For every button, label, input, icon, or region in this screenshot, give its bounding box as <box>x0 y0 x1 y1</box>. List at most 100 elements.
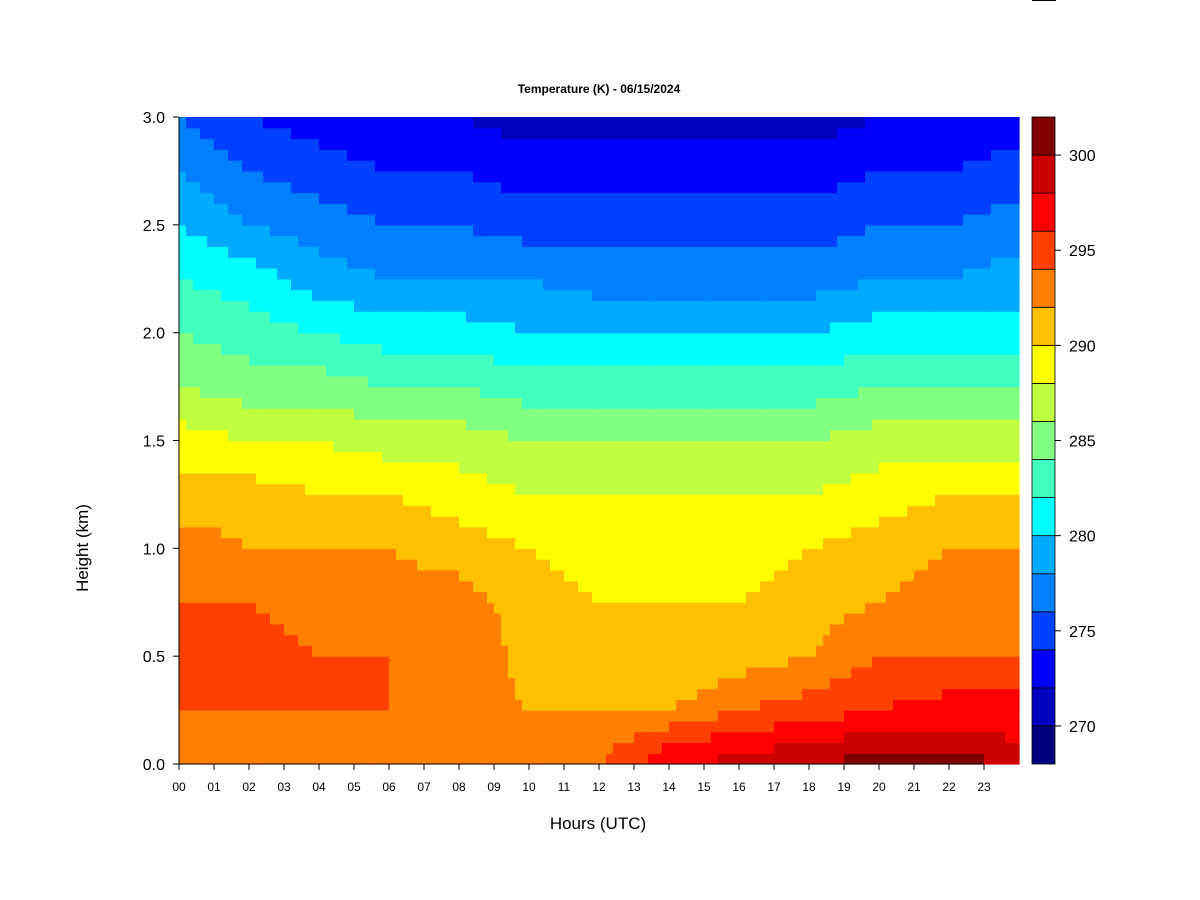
heatmap-cell <box>977 580 985 593</box>
heatmap-cell <box>445 386 453 398</box>
heatmap-cell <box>774 645 782 657</box>
heatmap-cell <box>739 645 747 657</box>
heatmap-cell <box>494 375 502 388</box>
heatmap-cell <box>221 494 229 506</box>
heatmap-cell <box>683 386 691 398</box>
heatmap-cell <box>571 753 579 765</box>
heatmap-cell <box>410 354 418 366</box>
heatmap-cell <box>620 386 628 398</box>
heatmap-cell <box>858 634 866 646</box>
heatmap-cell <box>431 515 439 528</box>
heatmap-cell <box>620 731 628 744</box>
heatmap-cell <box>340 311 348 323</box>
heatmap-cell <box>312 418 320 431</box>
heatmap-cell <box>445 645 453 657</box>
heatmap-cell <box>739 742 747 754</box>
heatmap-cell <box>620 505 628 517</box>
heatmap-cell <box>221 483 229 496</box>
heatmap-cell <box>270 623 278 636</box>
heatmap-cell <box>697 688 705 700</box>
heatmap-cell <box>627 548 635 560</box>
heatmap-cell <box>214 688 222 700</box>
heatmap-cell <box>914 354 922 366</box>
heatmap-cell <box>900 753 908 765</box>
heatmap-cell <box>375 742 383 754</box>
heatmap-cell <box>998 742 1006 754</box>
heatmap-cell <box>620 656 628 668</box>
heatmap-cell <box>760 440 768 452</box>
heatmap-cell <box>802 559 810 571</box>
heatmap-cell <box>704 677 712 690</box>
heatmap-cell <box>326 537 334 549</box>
heatmap-cell <box>375 569 383 582</box>
heatmap-cell <box>872 321 880 334</box>
heatmap-cell <box>221 645 229 657</box>
heatmap-cell <box>718 731 726 744</box>
heatmap-cell <box>207 408 215 420</box>
heatmap-cell <box>844 472 852 485</box>
heatmap-cell <box>550 408 558 420</box>
heatmap-cell <box>592 656 600 668</box>
heatmap-cell <box>627 666 635 679</box>
heatmap-cell <box>382 688 390 700</box>
heatmap-cell <box>613 343 621 355</box>
heatmap-cell <box>424 375 432 388</box>
heatmap-cell <box>571 591 579 603</box>
heatmap-cell <box>725 656 733 668</box>
heatmap-cell <box>935 472 943 485</box>
heatmap-cell <box>410 397 418 409</box>
heatmap-cell <box>256 548 264 560</box>
heatmap-cell <box>585 386 593 398</box>
heatmap-cell <box>704 343 712 355</box>
heatmap-cell <box>214 451 222 463</box>
heatmap-cell <box>879 365 887 377</box>
heatmap-cell <box>361 505 369 517</box>
heatmap-cell <box>746 375 754 388</box>
heatmap-cell <box>333 699 341 711</box>
heatmap-cell <box>431 451 439 463</box>
heatmap-cell <box>963 462 971 474</box>
heatmap-cell <box>739 462 747 474</box>
heatmap-cell <box>697 677 705 690</box>
heatmap-cell <box>536 354 544 366</box>
heatmap-cell <box>641 666 649 679</box>
heatmap-cell <box>340 418 348 431</box>
heatmap-cell <box>536 645 544 657</box>
heatmap-cell <box>648 666 656 679</box>
heatmap-cell <box>718 515 726 528</box>
heatmap-cell <box>977 343 985 355</box>
heatmap-cell <box>473 483 481 496</box>
heatmap-cell <box>830 483 838 496</box>
heatmap-cell <box>326 645 334 657</box>
heatmap-cell <box>200 742 208 754</box>
heatmap-cell <box>522 591 530 603</box>
heatmap-cell <box>963 720 971 733</box>
heatmap-cell <box>613 494 621 506</box>
heatmap-cell <box>914 537 922 549</box>
heatmap-cell <box>459 494 467 506</box>
heatmap-cell <box>970 365 978 377</box>
heatmap-cell <box>186 559 194 571</box>
heatmap-cell <box>704 429 712 442</box>
heatmap-cell <box>928 677 936 690</box>
heatmap-cell <box>361 602 369 614</box>
heatmap-cell <box>543 451 551 463</box>
heatmap-cell <box>473 548 481 560</box>
heatmap-cell <box>445 397 453 409</box>
heatmap-cell <box>361 569 369 582</box>
heatmap-cell <box>774 580 782 593</box>
heatmap-cell <box>641 623 649 636</box>
heatmap-cell <box>907 731 915 744</box>
heatmap-cell <box>725 537 733 549</box>
heatmap-cell <box>529 494 537 506</box>
heatmap-cell <box>529 451 537 463</box>
heatmap-cell <box>1005 321 1013 334</box>
heatmap-cell <box>585 418 593 431</box>
heatmap-cell <box>445 602 453 614</box>
heatmap-cell <box>396 483 404 496</box>
heatmap-cell <box>571 311 579 323</box>
heatmap-cell <box>718 613 726 625</box>
heatmap-cell <box>207 526 215 539</box>
heatmap-cell <box>858 666 866 679</box>
heatmap-cell <box>900 580 908 593</box>
